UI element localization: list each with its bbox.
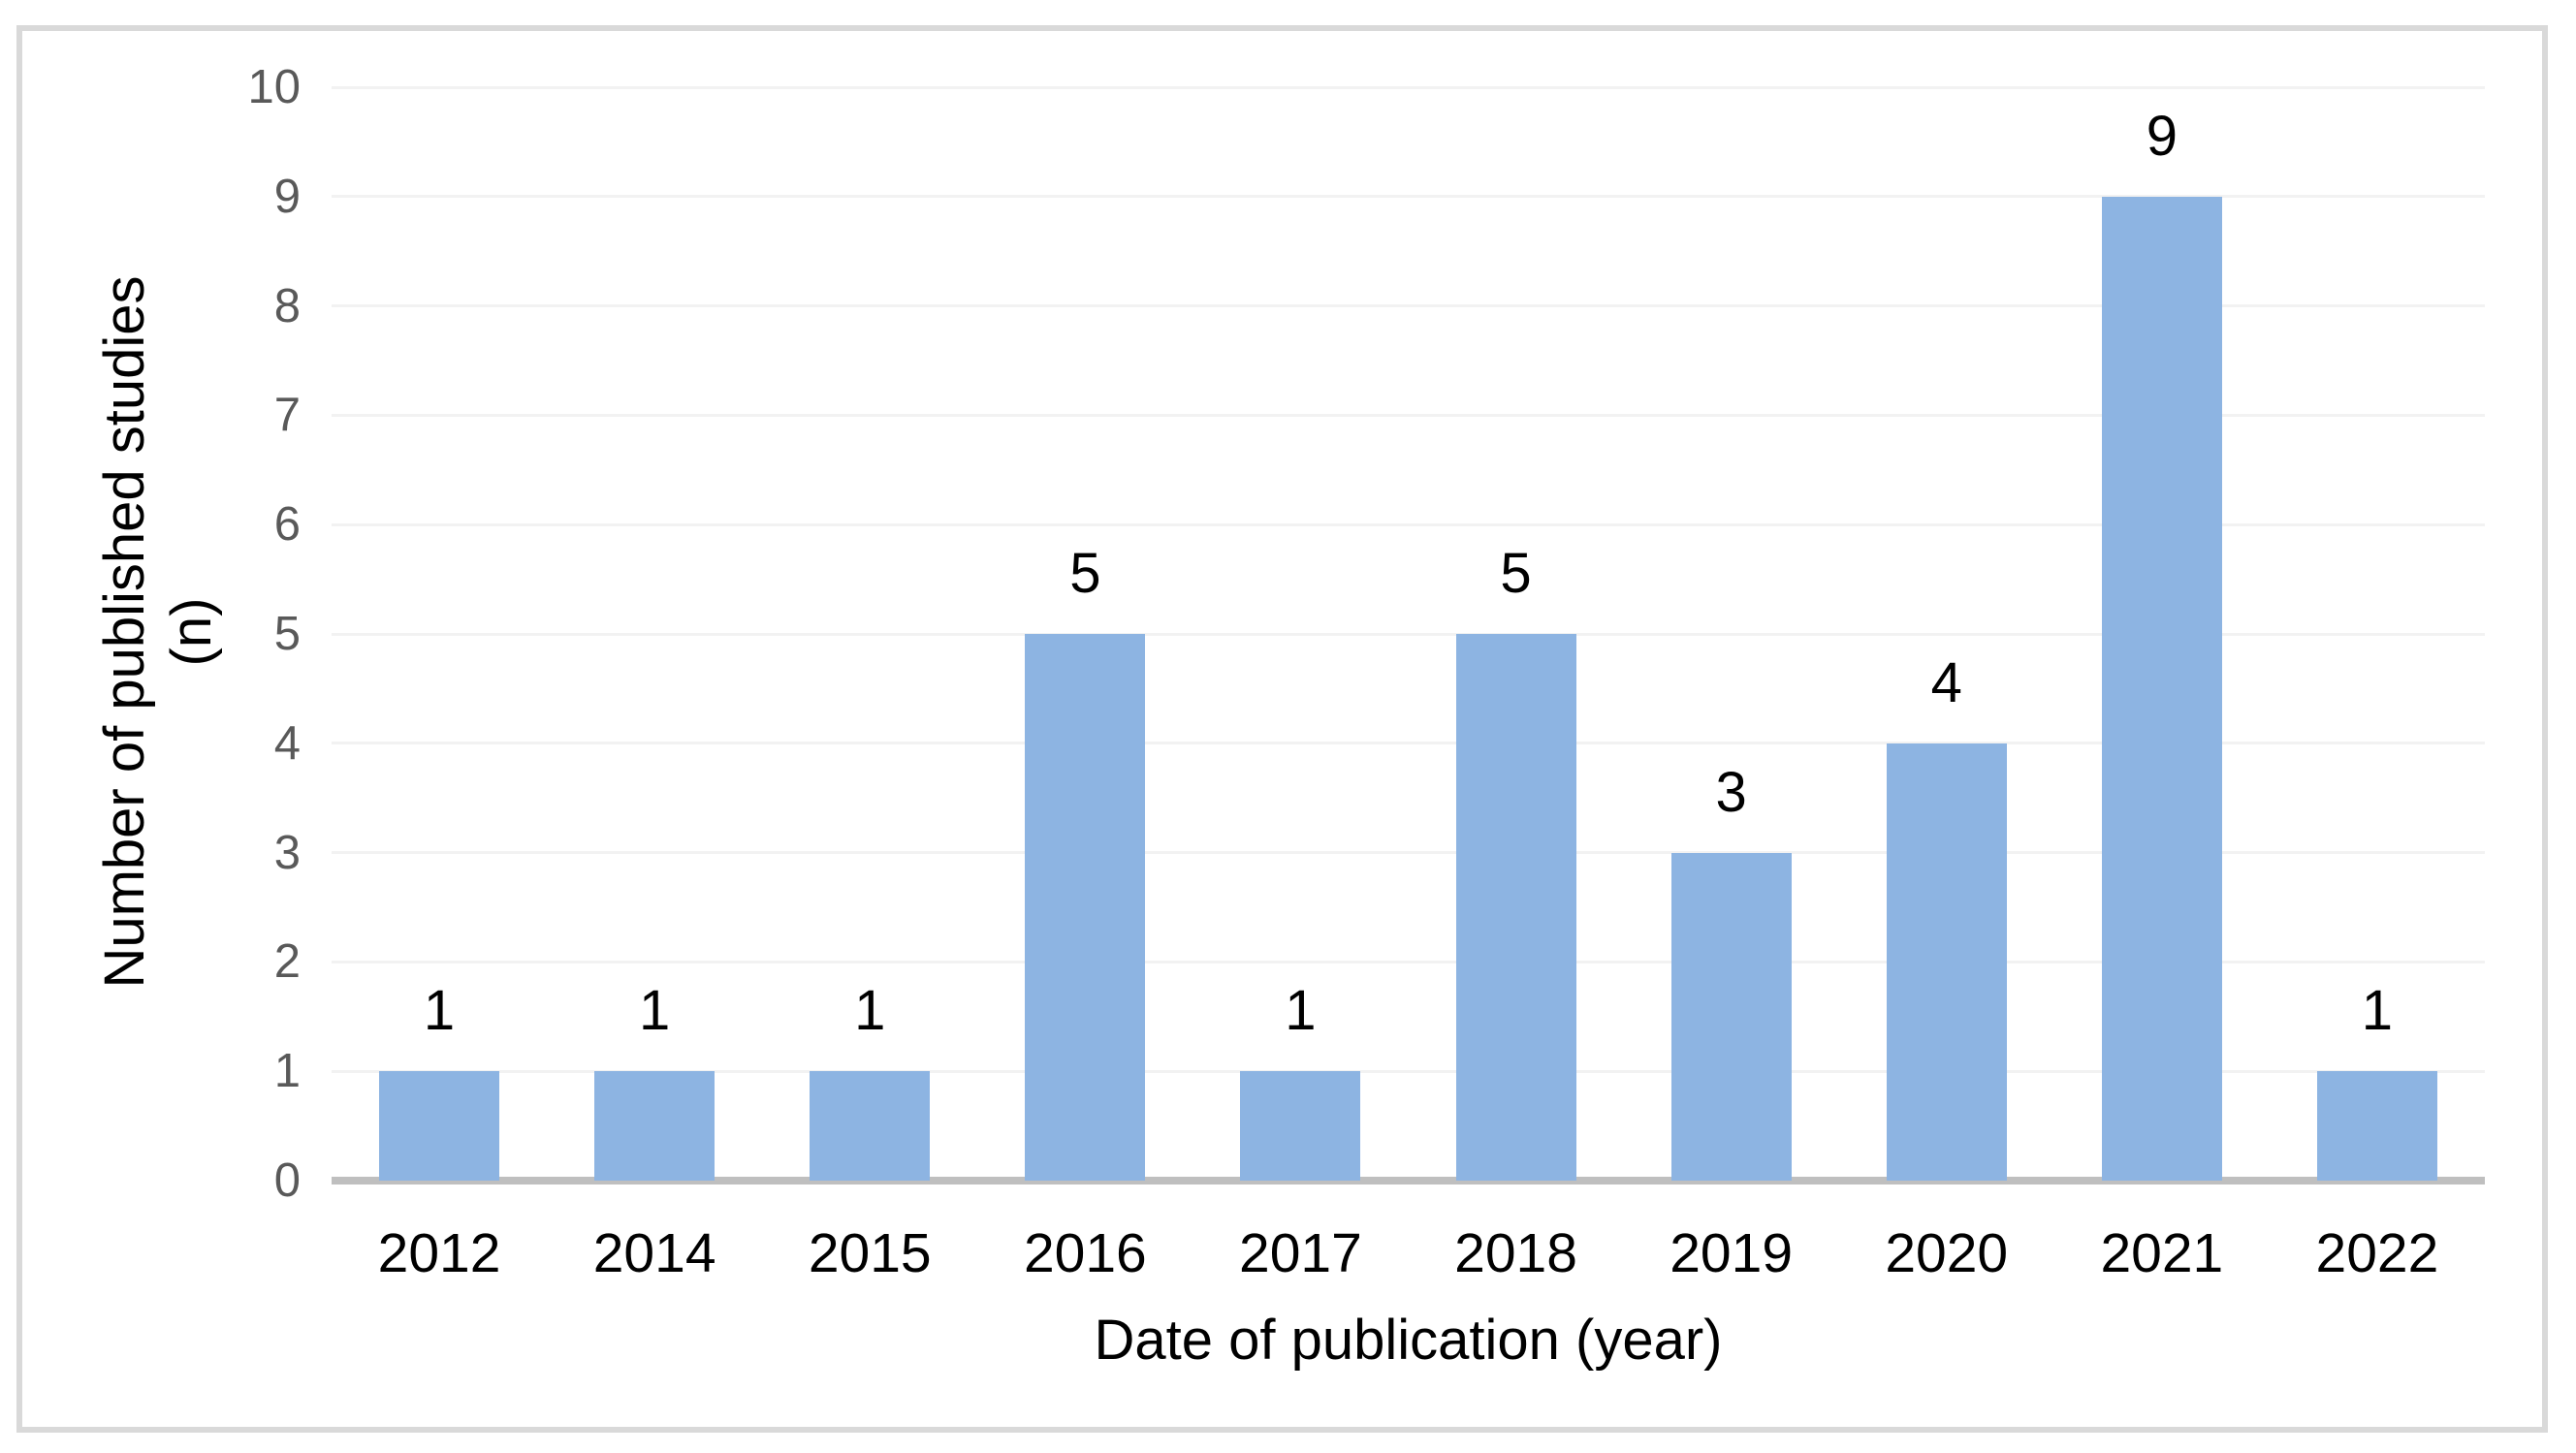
y-tick-label: 7 [273, 389, 301, 442]
bar-2014 [594, 1071, 716, 1181]
bar-value-label: 1 [854, 979, 886, 1043]
x-tick-label: 2020 [1885, 1222, 2009, 1284]
x-axis-line [332, 1177, 2485, 1185]
y-tick-label: 0 [273, 1154, 301, 1207]
bar-2018 [1455, 634, 1576, 1181]
plot-area [332, 85, 2485, 1185]
bar-2019 [1670, 852, 1792, 1181]
bar-value-label: 5 [1500, 542, 1532, 605]
y-tick-label: 5 [273, 608, 301, 660]
bar-2012 [379, 1071, 500, 1181]
x-tick-label: 2018 [1454, 1222, 1577, 1284]
gridline-y4 [332, 742, 2485, 745]
x-tick-label: 2014 [592, 1222, 716, 1284]
gridline-y6 [332, 522, 2485, 526]
bar-value-label: 1 [639, 979, 671, 1043]
bar-value-label: 1 [1285, 979, 1317, 1043]
bar-2022 [2316, 1071, 2437, 1181]
y-tick-label: 1 [273, 1045, 301, 1098]
x-tick-label: 2016 [1023, 1222, 1147, 1284]
x-tick-label: 2012 [377, 1222, 501, 1284]
gridline-y1 [332, 1069, 2485, 1073]
y-tick-label: 4 [273, 716, 301, 770]
y-tick-label: 9 [273, 170, 301, 223]
x-tick-label: 2017 [1239, 1222, 1362, 1284]
x-tick-label: 2022 [2315, 1222, 2439, 1284]
x-axis-title: Date of publication (year) [1094, 1309, 1723, 1372]
gridline-y7 [332, 413, 2485, 417]
bar-2021 [2101, 196, 2222, 1181]
bar-2017 [1240, 1071, 1361, 1181]
gridline-y8 [332, 304, 2485, 308]
gridline-y5 [332, 632, 2485, 636]
bar-2015 [810, 1071, 931, 1181]
bar-value-label: 9 [2146, 104, 2178, 168]
y-tick-label: 2 [273, 935, 301, 989]
bar-value-label: 1 [423, 979, 456, 1043]
bar-2020 [1886, 742, 2007, 1181]
y-tick-label: 3 [273, 826, 301, 879]
gridline-y9 [332, 195, 2485, 199]
bar-value-label: 3 [1715, 760, 1747, 824]
bar-2016 [1025, 634, 1146, 1181]
x-tick-label: 2021 [2100, 1222, 2224, 1284]
y-tick-label: 10 [247, 61, 301, 113]
gridline-y10 [332, 85, 2485, 89]
gridline-y2 [332, 960, 2485, 963]
bar-value-label: 4 [1930, 650, 1962, 714]
bar-value-label: 5 [1069, 542, 1101, 605]
y-tick-label: 6 [273, 498, 301, 552]
x-tick-label: 2019 [1670, 1222, 1794, 1284]
x-tick-label: 2015 [808, 1222, 932, 1284]
bar-value-label: 1 [2361, 979, 2394, 1043]
gridline-y3 [332, 851, 2485, 855]
y-tick-label: 8 [273, 279, 301, 332]
